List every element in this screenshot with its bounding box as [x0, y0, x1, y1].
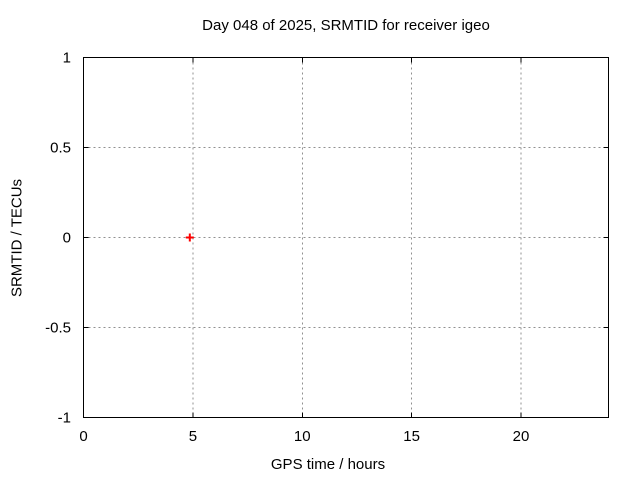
y-tick-label: 0: [63, 230, 71, 247]
x-axis-label: GPS time / hours: [270, 456, 386, 473]
y-tick-label: 0.5: [50, 140, 71, 157]
chart-title: Day 048 of 2025, SRMTID for receiver ige…: [202, 17, 490, 34]
y-tick-label: 1: [63, 50, 71, 67]
x-tick-label: 10: [294, 428, 311, 445]
x-tick-label: 5: [189, 428, 197, 445]
y-tick-label: -0.5: [45, 320, 71, 337]
x-tick-label: 0: [79, 428, 87, 445]
x-tick-label: 20: [513, 428, 530, 445]
y-tick-label: -1: [58, 410, 71, 427]
x-tick-label: 15: [403, 428, 420, 445]
